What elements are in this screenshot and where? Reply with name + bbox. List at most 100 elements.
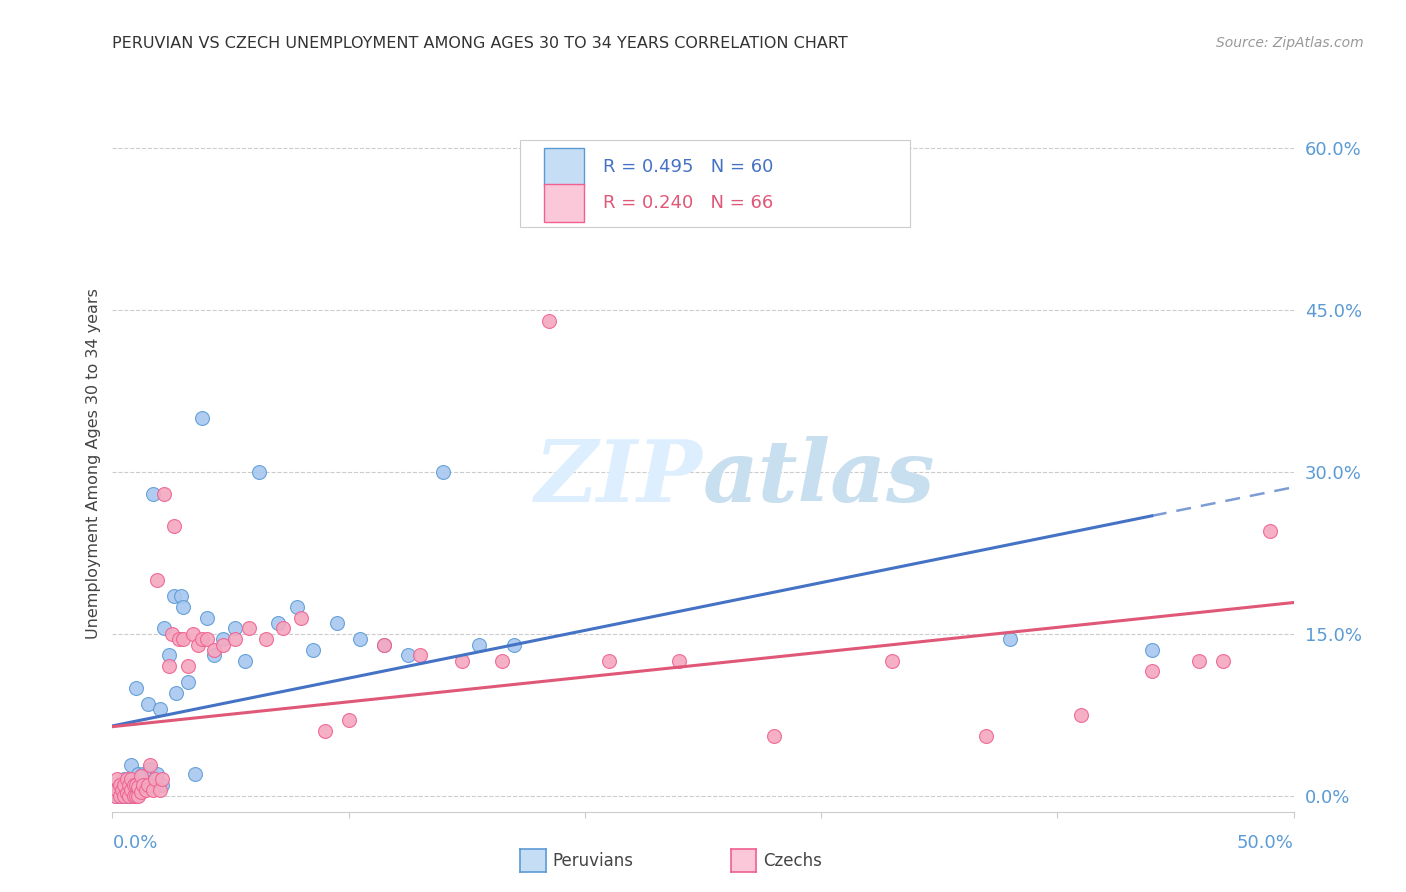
Point: [163, 589, 186, 603]
Point: [120, 785, 142, 799]
Text: R = 0.240   N = 66: R = 0.240 N = 66: [603, 194, 773, 212]
Point: [326, 615, 349, 630]
Point: [170, 589, 193, 603]
Point: [212, 638, 235, 652]
Point: [285, 599, 308, 614]
Point: [122, 789, 145, 803]
Point: [127, 767, 149, 781]
Point: [157, 659, 180, 673]
Y-axis label: Unemployment Among Ages 30 to 34 years: Unemployment Among Ages 30 to 34 years: [86, 288, 101, 640]
Text: Czechs: Czechs: [763, 852, 823, 870]
Point: [143, 778, 166, 792]
Point: [108, 786, 131, 800]
Point: [157, 648, 180, 663]
Point: [1140, 643, 1163, 657]
Point: [127, 789, 149, 803]
Text: 0.0%: 0.0%: [112, 834, 157, 852]
Point: [598, 654, 620, 668]
Point: [111, 789, 134, 803]
Point: [111, 780, 134, 794]
Point: [1070, 707, 1092, 722]
Text: ZIP: ZIP: [536, 436, 703, 519]
Point: [132, 767, 155, 781]
Text: R = 0.495   N = 60: R = 0.495 N = 60: [603, 158, 773, 176]
Point: [111, 783, 134, 797]
Point: [136, 697, 159, 711]
Point: [120, 780, 142, 794]
Point: [118, 775, 141, 789]
Point: [1258, 524, 1281, 539]
Point: [129, 785, 152, 799]
Point: [181, 626, 204, 640]
Point: [184, 767, 207, 781]
Point: [105, 772, 128, 787]
Point: [149, 702, 172, 716]
Point: [467, 638, 489, 652]
Point: [150, 778, 173, 792]
Point: [349, 632, 371, 647]
Point: [150, 772, 173, 787]
Point: [125, 780, 148, 794]
Point: [267, 615, 290, 630]
Point: [122, 778, 145, 792]
Point: [108, 778, 131, 792]
Point: [238, 621, 260, 635]
Point: [120, 772, 142, 787]
Point: [129, 769, 152, 783]
Point: [373, 638, 395, 652]
Point: [125, 789, 148, 803]
Point: [105, 789, 128, 803]
Point: [762, 729, 785, 743]
Point: [127, 780, 149, 794]
Point: [132, 778, 155, 792]
Point: [108, 778, 131, 792]
Point: [125, 681, 148, 695]
Point: [191, 632, 214, 647]
Point: [163, 519, 186, 533]
Point: [153, 621, 176, 635]
Point: [202, 648, 225, 663]
Point: [247, 465, 270, 479]
Point: [177, 659, 200, 673]
Point: [195, 632, 218, 647]
Point: [129, 778, 152, 792]
Point: [142, 486, 165, 500]
Point: [1188, 654, 1211, 668]
Point: [302, 643, 325, 657]
Text: 50.0%: 50.0%: [1237, 834, 1294, 852]
Point: [135, 778, 157, 792]
Text: Source: ZipAtlas.com: Source: ZipAtlas.com: [1216, 36, 1364, 50]
Point: [195, 610, 218, 624]
Point: [125, 778, 148, 792]
Point: [254, 632, 277, 647]
Point: [212, 632, 235, 647]
Point: [668, 654, 690, 668]
Point: [115, 789, 138, 803]
Point: [104, 789, 127, 803]
FancyBboxPatch shape: [520, 140, 910, 227]
Text: Peruvians: Peruvians: [553, 852, 634, 870]
Text: atlas: atlas: [703, 436, 935, 519]
Point: [233, 654, 256, 668]
Point: [337, 713, 360, 727]
Point: [104, 783, 127, 797]
Point: [146, 573, 169, 587]
Point: [165, 686, 187, 700]
Point: [271, 621, 294, 635]
Point: [139, 758, 162, 772]
Point: [112, 789, 135, 803]
Point: [1212, 654, 1234, 668]
Point: [491, 654, 513, 668]
Point: [120, 758, 142, 772]
Point: [396, 648, 419, 663]
Point: [224, 632, 246, 647]
Point: [115, 786, 138, 800]
Point: [172, 599, 194, 614]
Point: [538, 314, 561, 328]
Point: [120, 783, 142, 797]
Point: [408, 648, 430, 663]
Point: [998, 632, 1021, 647]
Point: [125, 786, 148, 800]
Point: [142, 783, 165, 797]
Point: [373, 638, 395, 652]
